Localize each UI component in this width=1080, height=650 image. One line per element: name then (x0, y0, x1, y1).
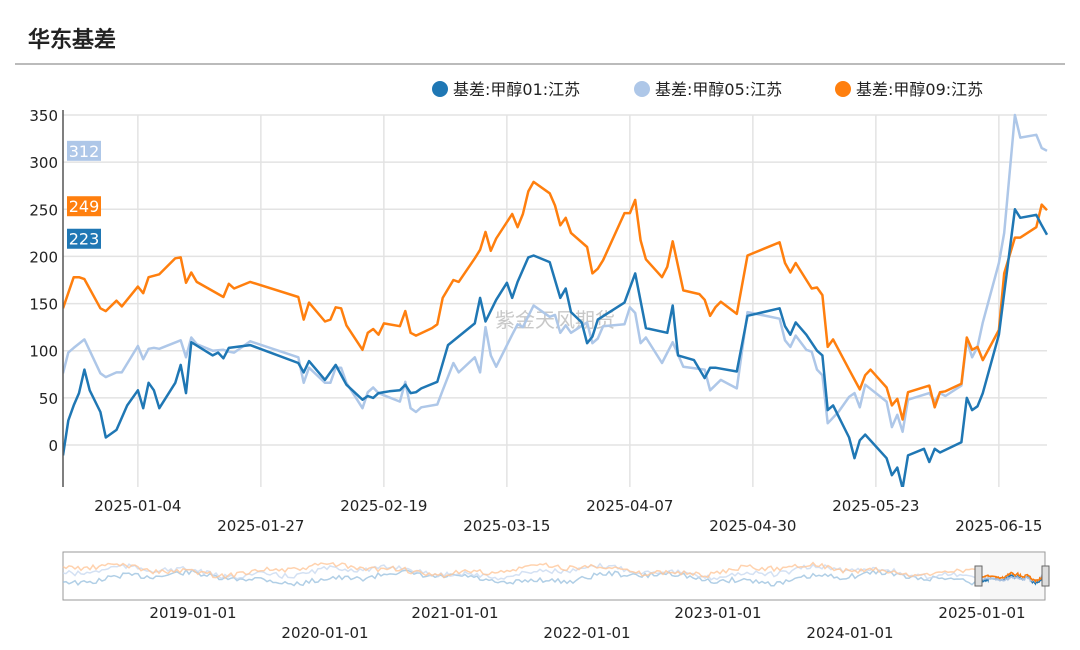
legend-label: 基差:甲醇01:江苏 (453, 80, 580, 99)
navigator-label: 2022-01-01 (543, 624, 630, 642)
y-tick-label: 350 (29, 107, 58, 125)
legend[interactable]: 基差:甲醇01:江苏 基差:甲醇05:江苏 基差:甲醇09:江苏 (432, 80, 983, 99)
navigator-history-line (62, 561, 979, 580)
navigator-history-line (62, 568, 979, 587)
navigator-label: 2025-01-01 (938, 604, 1025, 622)
legend-marker-icon (835, 81, 851, 97)
legend-marker-icon (634, 81, 650, 97)
series-lines (63, 113, 1049, 487)
last-value-tags: 223 312 249 (67, 140, 101, 249)
plot-area (63, 110, 1047, 487)
navigator-frame (62, 551, 1046, 601)
x-tick-label: 2025-05-23 (832, 497, 919, 515)
x-tick-label: 2025-01-04 (94, 497, 181, 515)
navigator-label: 2024-01-01 (806, 624, 893, 642)
last-value-tag-bg (67, 196, 101, 217)
y-tick-label: 200 (29, 248, 58, 266)
navigator-series-line (979, 571, 1046, 584)
navigator-left-handle[interactable] (974, 565, 983, 587)
y-tick-label: 0 (48, 437, 58, 455)
last-value-tag: 249 (69, 197, 100, 216)
navigator-lines (62, 561, 1046, 587)
series-line-0 (63, 208, 1049, 487)
y-tick-label: 50 (39, 390, 58, 408)
series-line-2 (63, 180, 1048, 421)
navigator-right-handle[interactable] (1041, 565, 1050, 587)
navigator-label: 2021-01-01 (411, 604, 498, 622)
y-tick-label: 250 (29, 201, 58, 219)
legend-item[interactable]: 基差:甲醇05:江苏 (634, 80, 782, 99)
last-value-tag-bg (67, 140, 101, 161)
x-tick-label: 2025-06-15 (955, 517, 1042, 535)
navigator-labels: 2019-01-01 2020-01-01 2021-01-01 2022-01-01… (149, 604, 1025, 642)
y-tick-label: 300 (29, 154, 58, 172)
y-tick-label: 100 (29, 343, 58, 361)
navigator-label: 2023-01-01 (674, 604, 761, 622)
navigator-label: 2019-01-01 (149, 604, 236, 622)
y-axis-ticks: 0 50 100 150 200 250 300 350 (29, 107, 58, 455)
last-value-tag: 223 (69, 230, 100, 249)
title-divider (15, 63, 1065, 65)
x-tick-label: 2025-01-27 (217, 517, 304, 535)
x-tick-label: 2025-04-30 (709, 517, 796, 535)
navigator-selection[interactable] (980, 553, 1045, 599)
x-tick-label: 2025-04-07 (586, 497, 673, 515)
x-tick-label: 2025-03-15 (463, 517, 550, 535)
legend-label: 基差:甲醇05:江苏 (655, 80, 782, 99)
chart-title: 华东基差 (28, 28, 117, 53)
legend-item[interactable]: 基差:甲醇09:江苏 (835, 80, 983, 99)
x-axis-ticks: 2025-01-04 2025-01-27 2025-02-19 2025-03-15… (94, 497, 1042, 535)
legend-label: 基差:甲醇09:江苏 (856, 80, 983, 99)
last-value-tag-bg (67, 228, 101, 249)
x-tick-label: 2025-02-19 (340, 497, 427, 515)
navigator-label: 2020-01-01 (281, 624, 368, 642)
navigator-history-line (62, 562, 979, 581)
navigator[interactable]: 2019-01-01 2020-01-01 2021-01-01 2022-01-01… (62, 551, 1050, 642)
legend-marker-icon (432, 81, 448, 97)
y-tick-label: 150 (29, 296, 58, 314)
legend-item[interactable]: 基差:甲醇01:江苏 (432, 80, 580, 99)
grid (63, 110, 1047, 487)
last-value-tag: 312 (69, 142, 100, 161)
series-line-1 (63, 113, 1048, 434)
